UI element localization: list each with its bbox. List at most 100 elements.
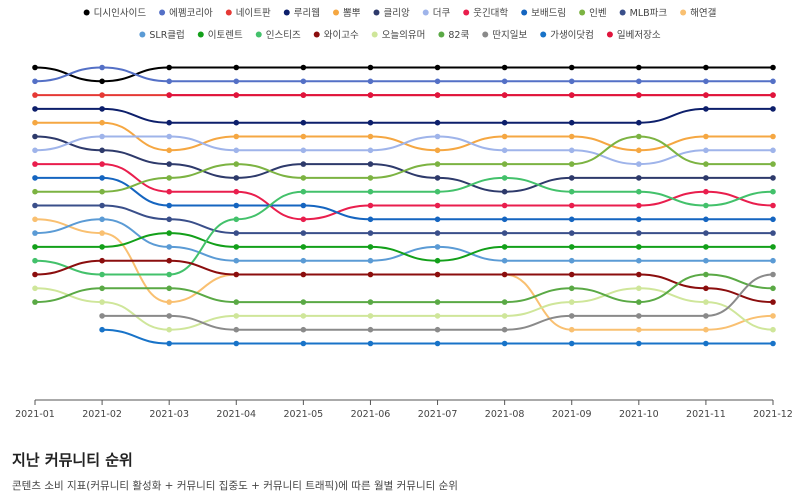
series-line[interactable] <box>32 216 776 264</box>
data-point[interactable] <box>32 202 38 209</box>
data-point[interactable] <box>501 161 508 167</box>
data-point[interactable] <box>568 119 575 126</box>
data-point[interactable] <box>568 216 575 223</box>
data-point[interactable] <box>233 175 240 181</box>
legend-item[interactable]: 인벤 <box>579 8 607 19</box>
data-point[interactable] <box>99 92 105 98</box>
data-point[interactable] <box>770 188 776 195</box>
data-point[interactable] <box>300 202 307 209</box>
data-point[interactable] <box>770 64 776 71</box>
data-point[interactable] <box>300 78 307 85</box>
data-point[interactable] <box>99 78 105 85</box>
data-point[interactable] <box>166 188 172 195</box>
data-point[interactable] <box>434 299 441 305</box>
data-point[interactable] <box>300 271 307 278</box>
data-point[interactable] <box>501 202 508 209</box>
data-point[interactable] <box>99 202 105 209</box>
data-point[interactable] <box>434 216 441 223</box>
data-point[interactable] <box>636 326 642 333</box>
data-point[interactable] <box>434 244 441 250</box>
legend-item[interactable]: 뽐뿌 <box>333 8 361 19</box>
chart-legend[interactable]: 디시인사이드 에펨코리아 네이트판 루리웹 뽐뿌 클리앙 더쿠 웃긴대학 보배드림 인벤 MLB파크… <box>83 7 717 41</box>
data-point[interactable] <box>568 230 575 236</box>
data-point[interactable] <box>703 230 709 236</box>
data-point[interactable] <box>166 161 172 167</box>
series-line[interactable] <box>32 202 776 236</box>
series-line[interactable] <box>32 133 776 195</box>
data-point[interactable] <box>501 313 508 319</box>
data-point[interactable] <box>300 147 307 154</box>
data-point[interactable] <box>300 313 307 319</box>
data-point[interactable] <box>367 78 374 85</box>
data-point[interactable] <box>367 340 374 347</box>
data-point[interactable] <box>770 147 776 154</box>
legend-item[interactable]: 디시인사이드 <box>83 8 147 19</box>
data-point[interactable] <box>99 313 105 319</box>
data-point[interactable] <box>233 326 240 333</box>
data-point[interactable] <box>568 133 575 140</box>
series-line[interactable] <box>32 133 776 167</box>
data-point[interactable] <box>300 340 307 347</box>
data-point[interactable] <box>636 216 642 223</box>
data-point[interactable] <box>233 147 240 154</box>
data-point[interactable] <box>166 326 172 333</box>
data-point[interactable] <box>568 64 575 71</box>
data-point[interactable] <box>770 230 776 236</box>
data-point[interactable] <box>99 119 105 126</box>
data-point[interactable] <box>770 216 776 223</box>
data-point[interactable] <box>32 92 38 98</box>
data-point[interactable] <box>99 133 105 140</box>
legend-item[interactable]: 이토렌트 <box>197 30 243 41</box>
legend-item[interactable]: 인스티즈 <box>255 30 301 41</box>
data-point[interactable] <box>300 119 307 126</box>
data-point[interactable] <box>166 340 172 347</box>
data-point[interactable] <box>703 175 709 181</box>
data-point[interactable] <box>367 257 374 264</box>
data-point[interactable] <box>367 216 374 223</box>
data-point[interactable] <box>166 216 172 223</box>
data-point[interactable] <box>233 216 240 223</box>
data-point[interactable] <box>434 188 441 195</box>
data-point[interactable] <box>166 64 172 71</box>
data-point[interactable] <box>32 133 38 140</box>
data-point[interactable] <box>166 271 172 278</box>
data-point[interactable] <box>233 257 240 264</box>
data-point[interactable] <box>99 106 105 112</box>
data-point[interactable] <box>300 257 307 264</box>
legend-item[interactable]: 더쿠 <box>422 8 451 19</box>
series-line[interactable] <box>32 175 776 278</box>
data-point[interactable] <box>703 78 709 85</box>
data-point[interactable] <box>434 257 441 264</box>
data-point[interactable] <box>233 271 240 278</box>
data-point[interactable] <box>32 64 38 71</box>
data-point[interactable] <box>703 340 709 347</box>
data-point[interactable] <box>32 244 38 250</box>
data-point[interactable] <box>501 326 508 333</box>
data-point[interactable] <box>99 230 105 236</box>
data-point[interactable] <box>233 313 240 319</box>
data-point[interactable] <box>233 244 240 250</box>
data-point[interactable] <box>770 285 776 292</box>
data-point[interactable] <box>166 175 172 181</box>
data-point[interactable] <box>568 257 575 264</box>
data-point[interactable] <box>770 257 776 264</box>
data-point[interactable] <box>99 244 105 250</box>
data-point[interactable] <box>367 161 374 167</box>
data-point[interactable] <box>568 78 575 85</box>
data-point[interactable] <box>32 188 38 195</box>
data-point[interactable] <box>703 326 709 333</box>
data-point[interactable] <box>636 271 642 278</box>
legend-item[interactable]: 에펨코리아 <box>159 8 213 19</box>
data-point[interactable] <box>770 92 776 98</box>
legend-item[interactable]: 오늘의유머 <box>371 30 426 41</box>
series-line[interactable] <box>99 271 776 333</box>
data-point[interactable] <box>300 216 307 223</box>
data-point[interactable] <box>233 133 240 140</box>
data-point[interactable] <box>367 147 374 154</box>
legend-item[interactable]: 클리앙 <box>373 7 410 19</box>
data-point[interactable] <box>770 175 776 181</box>
data-point[interactable] <box>32 175 38 181</box>
data-point[interactable] <box>568 202 575 209</box>
data-point[interactable] <box>568 161 575 167</box>
data-point[interactable] <box>636 340 642 347</box>
